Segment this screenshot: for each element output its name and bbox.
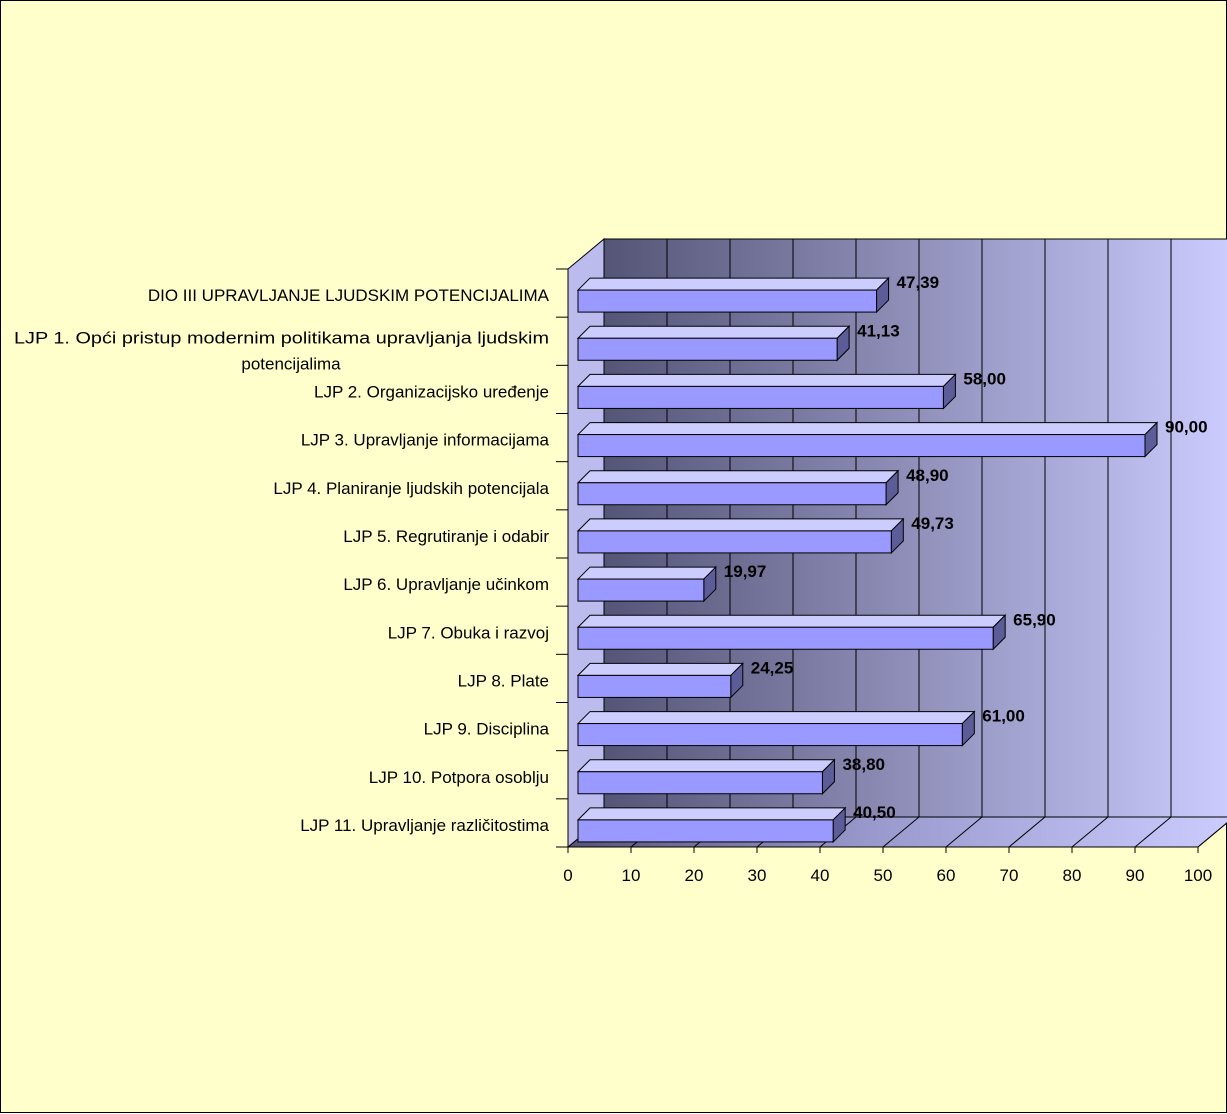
bar-top xyxy=(576,470,900,484)
bar-top xyxy=(576,422,1159,436)
x-tick-label: 10 xyxy=(622,866,641,885)
bar-top xyxy=(576,759,836,773)
floor-gridline xyxy=(882,816,920,848)
bar-top xyxy=(576,277,890,291)
category-label: LJP 2. Organizacijsko uređenje xyxy=(314,382,549,401)
value-label: 38,80 xyxy=(842,755,885,774)
category-label: LJP 6. Upravljanje učinkom xyxy=(343,575,549,594)
bar xyxy=(577,819,834,843)
bar xyxy=(577,289,878,313)
value-label: 40,50 xyxy=(853,803,896,822)
floor-gridline xyxy=(1071,816,1109,848)
bar xyxy=(577,385,944,409)
category-label: LJP 9. Disciplina xyxy=(424,720,550,739)
x-tick-labels: 0 10 20 30 40 50 60 70 80 90 100 xyxy=(563,866,1212,885)
value-labels: 47,39 41,13 58,00 90,00 48,90 49,73 19,97 65,90… xyxy=(724,273,1208,822)
category-label: LJP 1. Opći pristup modernim politikama … xyxy=(14,328,549,347)
category-label: LJP 11. Upravljanje različitostima xyxy=(300,816,549,835)
bar xyxy=(577,578,705,602)
bar-top xyxy=(576,518,905,532)
bar xyxy=(577,626,994,650)
x-tick-label: 30 xyxy=(748,866,767,885)
value-label: 65,90 xyxy=(1013,610,1056,629)
value-label: 24,25 xyxy=(751,658,794,677)
floor-gridline xyxy=(945,816,983,848)
x-tick-label: 60 xyxy=(937,866,956,885)
bar-top xyxy=(576,662,744,676)
category-label-continued: potencijalima xyxy=(241,354,341,373)
bars xyxy=(576,276,1159,844)
bar xyxy=(577,771,823,795)
bar xyxy=(577,482,887,506)
bar xyxy=(577,434,1146,458)
bar-top xyxy=(576,566,718,580)
value-label: 58,00 xyxy=(963,369,1006,388)
value-label: 90,00 xyxy=(1165,418,1208,437)
bar xyxy=(577,674,732,698)
category-label: LJP 5. Regrutiranje i odabir xyxy=(343,527,549,546)
category-label: LJP 3. Upravljanje informacijama xyxy=(301,431,550,450)
category-label: LJP 10. Potpora osoblju xyxy=(369,768,549,787)
x-tick-label: 50 xyxy=(874,866,893,885)
value-label: 47,39 xyxy=(897,273,940,292)
value-label: 48,90 xyxy=(906,466,949,485)
x-tick-label: 100 xyxy=(1184,866,1212,885)
bar-top xyxy=(576,373,957,387)
floor-gridline xyxy=(1197,822,1227,848)
x-tick-label: 80 xyxy=(1063,866,1082,885)
category-label: LJP 4. Planiranje ljudskih potencijala xyxy=(273,479,549,498)
x-tick-label: 20 xyxy=(685,866,704,885)
category-label: LJP 8. Plate xyxy=(458,671,549,690)
floor-gridline xyxy=(1134,816,1172,848)
bar-top xyxy=(576,807,847,821)
bar xyxy=(577,723,963,747)
x-tick-label: 70 xyxy=(1000,866,1019,885)
bar-top xyxy=(576,614,1007,628)
value-label: 41,13 xyxy=(857,321,900,340)
axes xyxy=(556,268,1199,853)
x-tick-label: 0 xyxy=(563,866,572,885)
category-labels: DIO III UPRAVLJANJE LJUDSKIM POTENCIJALI… xyxy=(14,286,550,835)
value-label: 19,97 xyxy=(724,562,767,581)
bar-top xyxy=(576,325,851,339)
category-label: DIO III UPRAVLJANJE LJUDSKIM POTENCIJALI… xyxy=(148,286,550,305)
category-label: LJP 7. Obuka i razvoj xyxy=(388,623,549,642)
bar xyxy=(577,337,838,361)
bar-top xyxy=(576,711,976,725)
value-label: 61,00 xyxy=(982,707,1025,726)
value-label: 49,73 xyxy=(911,514,954,533)
x-tick-label: 90 xyxy=(1126,866,1145,885)
bar xyxy=(577,530,892,554)
x-tick-label: 40 xyxy=(811,866,830,885)
floor-gridline xyxy=(1008,816,1046,848)
